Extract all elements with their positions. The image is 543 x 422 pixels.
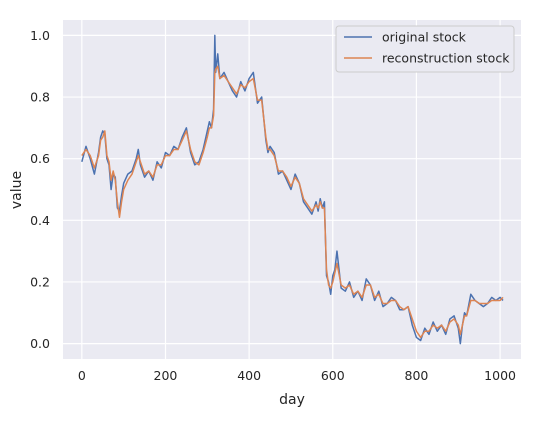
series-layer [81, 34, 504, 345]
x-tick-label: 600 [321, 368, 345, 383]
legend: original stock reconstruction stock [335, 25, 515, 73]
y-tick-label: 0.2 [30, 274, 50, 289]
y-tick-label: 0.6 [30, 151, 50, 166]
legend-label-reconstruction: reconstruction stock [382, 51, 510, 66]
y-axis-ticks: 0.0 0.2 0.4 0.6 0.8 1.0 [30, 28, 50, 351]
legend-box [335, 25, 515, 73]
grid [63, 20, 521, 359]
series-line-reconstruction [81, 65, 504, 339]
y-tick-label: 1.0 [30, 28, 50, 43]
plot-background [63, 20, 521, 359]
y-axis-label: value [9, 171, 25, 209]
x-axis-label: day [279, 392, 305, 408]
y-tick-label: 0.4 [30, 213, 50, 228]
x-axis-ticks: 0 200 400 600 800 1000 [78, 368, 516, 383]
y-tick-label: 0.0 [30, 336, 50, 351]
x-tick-label: 400 [237, 368, 261, 383]
x-tick-label: 200 [154, 368, 178, 383]
y-tick-label: 0.8 [30, 90, 50, 105]
legend-label-original: original stock [382, 30, 467, 45]
x-tick-label: 0 [78, 368, 86, 383]
x-tick-label: 800 [405, 368, 429, 383]
x-tick-label: 1000 [484, 368, 516, 383]
